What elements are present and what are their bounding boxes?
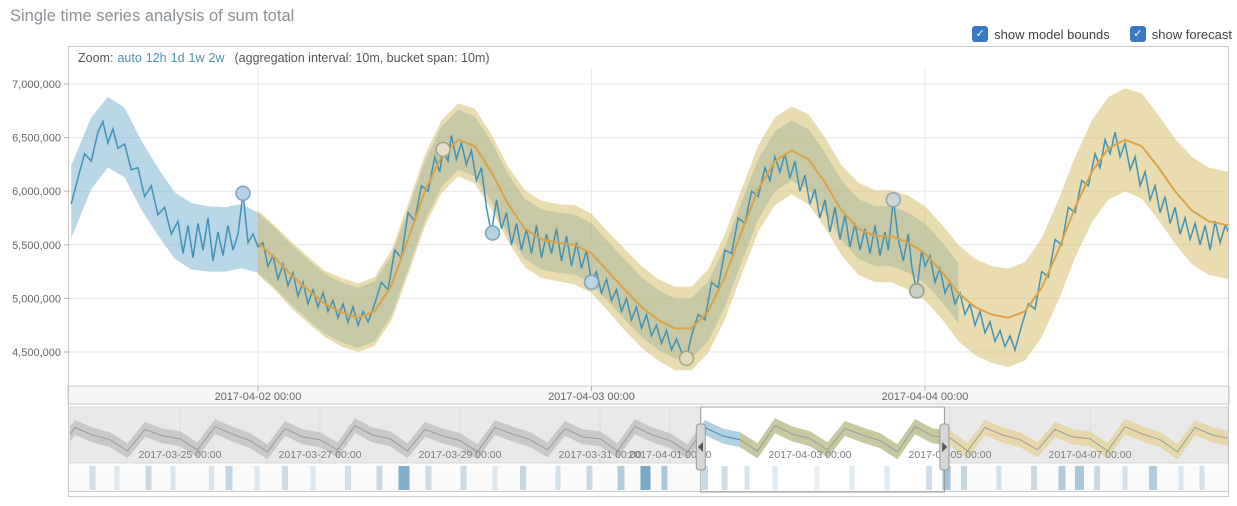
context-axis-label: 2017-03-25 00:00: [139, 449, 222, 461]
anomaly-marker[interactable]: [435, 141, 451, 158]
zoom-link-auto[interactable]: auto: [117, 51, 142, 65]
context-band-selected: [700, 420, 740, 448]
checkmark-icon: ✓: [975, 27, 985, 40]
swimlane-cell[interactable]: [1122, 466, 1128, 490]
swimlane-cell[interactable]: [282, 466, 288, 490]
swimlane-cell[interactable]: [225, 466, 233, 490]
context-median-line: [70, 425, 1228, 453]
swimlane-cell[interactable]: [617, 466, 625, 490]
zoom-label: Zoom:: [78, 51, 114, 65]
zoom-link-1d[interactable]: 1d: [170, 51, 185, 65]
anomaly-marker[interactable]: [235, 185, 251, 202]
swimlane-cell[interactable]: [460, 466, 467, 490]
swimlane-cell[interactable]: [520, 466, 526, 490]
swimlane-cell[interactable]: [398, 466, 410, 490]
swimlane-cell[interactable]: [425, 466, 432, 490]
checkbox-checked-icon[interactable]: ✓: [1129, 26, 1146, 42]
y-axis-label: 6,500,000: [12, 133, 61, 145]
swimlane-cell[interactable]: [376, 466, 383, 490]
swimlane-cell[interactable]: [1031, 466, 1037, 490]
zoom-link-12h[interactable]: 12h: [145, 51, 167, 65]
show-forecast-label: show forecast: [1151, 26, 1232, 42]
context-axis-label: 2017-04-07 00:00: [1049, 449, 1132, 461]
swimlane-cell[interactable]: [310, 466, 316, 490]
anomaly-marker[interactable]: [484, 225, 501, 241]
forecast-line: [257, 138, 1228, 330]
chart-outer-border: [68, 46, 1229, 497]
swimlane-cell[interactable]: [89, 466, 96, 490]
anomaly-marker[interactable]: [583, 274, 600, 291]
y-axis-label: 7,000,000: [12, 79, 61, 91]
context-axis-label: 2017-04-01 00:00: [629, 449, 712, 461]
x-axis-label: 2017-04-04 00:00: [882, 391, 969, 403]
swimlane-cell[interactable]: [849, 466, 855, 490]
swimlane-cell[interactable]: [744, 466, 750, 490]
show-model-bounds-label: show model bounds: [994, 26, 1110, 42]
swimlane-cell[interactable]: [145, 466, 152, 490]
swimlane-cell[interactable]: [1149, 466, 1157, 490]
y-axis-label: 6,000,000: [12, 186, 61, 198]
swimlane-cell[interactable]: [114, 466, 120, 490]
swimlane-cell[interactable]: [702, 466, 708, 490]
chart-controls: ✓ show model bounds ✓ show forecast: [972, 26, 1232, 42]
y-axis-label: 4,500,000: [12, 347, 61, 359]
show-forecast-checkbox[interactable]: ✓ show forecast: [1129, 26, 1232, 42]
context-band-forecast: [944, 419, 1228, 460]
swimlane-cell[interactable]: [721, 466, 728, 490]
swimlane-cell[interactable]: [772, 466, 778, 490]
actual-value-line: [70, 119, 1228, 361]
swimlane-cell[interactable]: [996, 466, 1002, 490]
anomaly-marker[interactable]: [678, 350, 695, 367]
x-axis-label: 2017-04-02 00:00: [215, 391, 302, 403]
context-axis-label: 2017-04-05 00:00: [909, 449, 992, 461]
swimlane-cell[interactable]: [814, 466, 820, 490]
swimlane-cell[interactable]: [942, 466, 951, 490]
anomaly-marker[interactable]: [885, 192, 902, 208]
swimlane-cell[interactable]: [1094, 466, 1100, 490]
anomaly-markers[interactable]: [235, 141, 925, 367]
context-axis-label: 2017-03-29 00:00: [419, 449, 502, 461]
zoom-link-2w[interactable]: 2w: [208, 51, 225, 65]
swimlane-cell[interactable]: [345, 466, 351, 490]
swimlane-cell[interactable]: [640, 466, 651, 490]
chevron-right-icon: [942, 442, 948, 452]
series-lines: [70, 119, 1228, 361]
context-brush[interactable]: [695, 406, 950, 493]
swimlane-cell[interactable]: [661, 466, 668, 490]
checkbox-checked-icon[interactable]: ✓: [972, 26, 989, 42]
aggregation-info: (aggregation interval: 10m, bucket span:…: [234, 51, 490, 65]
swimlane-cell[interactable]: [1075, 466, 1084, 490]
page-title: Single time series analysis of sum total: [10, 7, 295, 25]
swimlane-cell[interactable]: [1178, 466, 1184, 490]
anomaly-swimlane: [68, 466, 1229, 492]
swimlane-cell[interactable]: [1199, 466, 1205, 490]
zoom-controls: Zoom: auto 12h 1d 1w 2w (aggregation interval:…: [78, 51, 490, 65]
context-axis-label: 2017-03-27 00:00: [279, 449, 362, 461]
swimlane-cell[interactable]: [209, 466, 214, 490]
swimlane-cell[interactable]: [555, 466, 561, 490]
x-axis-label: 2017-04-03 00:00: [548, 391, 635, 403]
chevron-left-icon: [698, 442, 703, 452]
swimlane-cell[interactable]: [586, 466, 593, 490]
context-axis-label: 2017-04-03 00:00: [769, 449, 852, 461]
swimlane-cell[interactable]: [170, 466, 176, 490]
swimlane-cell[interactable]: [884, 466, 890, 490]
swimlane-cell[interactable]: [1058, 466, 1066, 490]
swimlane-cell[interactable]: [254, 466, 260, 490]
show-model-bounds-checkbox[interactable]: ✓ show model bounds: [972, 26, 1110, 42]
checkmark-icon: ✓: [1133, 27, 1143, 40]
zoom-link-1w[interactable]: 1w: [188, 51, 205, 65]
swimlane-cell[interactable]: [492, 466, 498, 490]
y-axis-label: 5,000,000: [12, 293, 61, 305]
anomaly-marker[interactable]: [908, 283, 925, 299]
context-axis-label: 2017-03-31 00:00: [559, 449, 642, 461]
y-axis-label: 5,500,000: [12, 240, 61, 252]
swimlane-cell[interactable]: [961, 466, 967, 490]
swimlane-cell[interactable]: [926, 466, 932, 490]
